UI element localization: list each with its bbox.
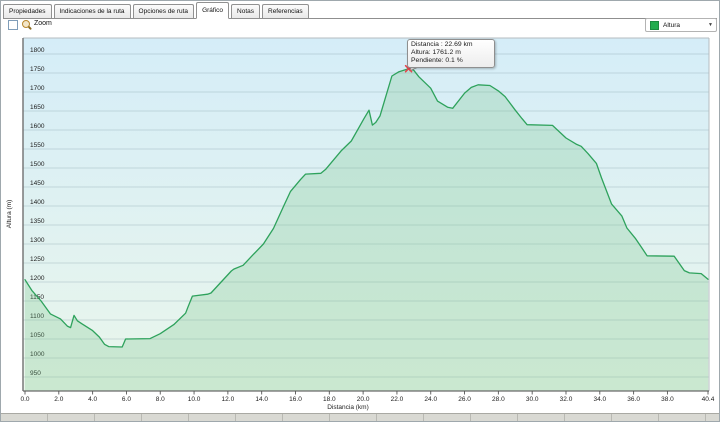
x-axis-title: Distancia (km) [327, 404, 369, 411]
zoom-label: Zoom [34, 20, 52, 27]
x-ticks: 0.0 2.0 4.0 6.0 8.0 10.0 12.0 14.0 16.0 18.0 20.0 2… [20, 391, 715, 403]
x-tick-label: 38.0 [661, 396, 674, 403]
chevron-down-icon: ▼ [708, 22, 713, 28]
tooltip-altitude: Altura: 1761.2 m [411, 49, 461, 56]
x-tick-label: 22.0 [391, 396, 404, 403]
altitude-series-swatch [650, 20, 659, 30]
x-tick-label: 24.0 [424, 396, 437, 403]
series-selector-dropdown[interactable]: Altura ▼ [645, 18, 717, 32]
tooltip-slope: Pendiente: 0.1 % [411, 57, 463, 64]
plot-area[interactable] [23, 38, 709, 391]
tab-indicaciones-de-la-ruta[interactable]: Indicaciones de la ruta [53, 4, 131, 18]
x-tick-label: 12.0 [222, 396, 235, 403]
tab-opciones-de-ruta[interactable]: Opciones de ruta [132, 4, 195, 18]
tab-referencias[interactable]: Referencias [262, 4, 309, 18]
x-tick-label: 14.0 [255, 396, 268, 403]
x-tick-label: 34.0 [593, 396, 606, 403]
x-tick-label: 26.0 [458, 396, 471, 403]
x-tick-label: 16.0 [289, 396, 302, 403]
x-tick-label: 0.0 [20, 396, 29, 403]
bottom-strip [1, 413, 719, 421]
chart-tooltip: Distancia : 22.69 km Altura: 1761.2 m Pe… [407, 39, 495, 68]
x-tick-label: 4.0 [88, 396, 97, 403]
tooltip-distance: Distancia : 22.69 km [411, 41, 473, 48]
legend-label: Altura [663, 21, 680, 29]
x-tick-label: 40.4 [702, 396, 715, 403]
x-tick-label: 8.0 [156, 396, 165, 403]
zoom-checkbox[interactable] [8, 20, 18, 30]
x-tick-label: 2.0 [54, 396, 63, 403]
tab-bar: Propiedades Indicaciones de la ruta Opcion… [3, 2, 717, 19]
x-tick-label: 18.0 [323, 396, 336, 403]
y-axis-title: Altura (m) [6, 200, 13, 229]
chart-toolbar: Zoom Altura ▼ [1, 18, 719, 32]
tab-gr-fico[interactable]: Gráfico [196, 2, 230, 19]
x-tick-label: 36.0 [627, 396, 640, 403]
tab-propiedades[interactable]: Propiedades [3, 4, 52, 18]
x-tick-label: 20.0 [357, 396, 370, 403]
x-tick-label: 10.0 [188, 396, 201, 403]
tab-notas[interactable]: Notas [231, 4, 260, 18]
x-tick-label: 32.0 [560, 396, 573, 403]
x-tick-label: 6.0 [122, 396, 131, 403]
magnifier-icon [22, 20, 30, 28]
x-tick-label: 30.0 [526, 396, 539, 403]
x-tick-label: 28.0 [492, 396, 505, 403]
